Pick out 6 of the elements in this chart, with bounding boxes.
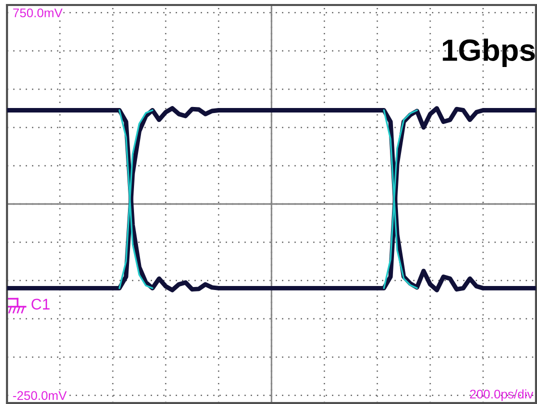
text: 1Gbps	[442, 38, 535, 68]
annotation: C1	[32, 298, 50, 310]
y-tick-label: -250.0mV	[13, 391, 67, 400]
annotation: 200.0ps/div	[470, 389, 534, 402]
line-series	[7, 106, 536, 292]
y-tick-label: 750.0mV	[13, 8, 63, 18]
